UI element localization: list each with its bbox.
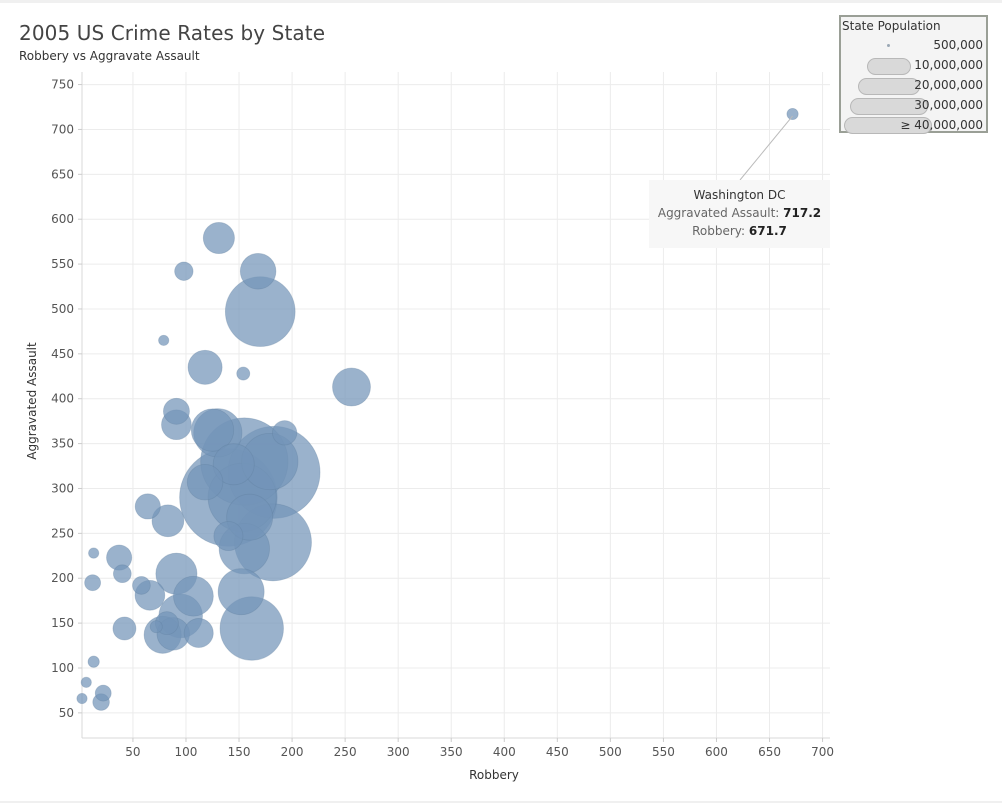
state-bubble	[186, 463, 224, 501]
y-tick-label: 700	[51, 122, 74, 136]
x-tick-label: 450	[546, 745, 569, 759]
x-tick-label: 100	[175, 745, 198, 759]
tooltip-callout	[739, 115, 793, 181]
legend-title: State Population	[842, 19, 941, 33]
state-bubble	[88, 547, 100, 559]
y-tick-label: 400	[51, 392, 74, 406]
tooltip-robbery-value: 671.7	[748, 224, 787, 238]
chart-subtitle: Robbery vs Aggravate Assault	[19, 49, 200, 63]
state-bubble	[272, 420, 298, 446]
x-tick-label: 150	[228, 745, 251, 759]
state-bubble	[183, 618, 214, 648]
state-bubble	[213, 521, 244, 551]
state-bubble	[94, 684, 112, 702]
state-bubble	[174, 261, 194, 281]
y-tick-label: 500	[51, 302, 74, 316]
state-bubble	[84, 574, 101, 592]
x-tick-label: 200	[281, 745, 304, 759]
state-bubble	[134, 493, 161, 520]
x-tick-label: 400	[493, 745, 516, 759]
legend-symbol-40m	[844, 117, 932, 134]
legend-label-30m: 30,000,000	[914, 98, 983, 112]
state-bubble	[151, 504, 185, 538]
x-tick-label: 600	[705, 745, 728, 759]
x-tick-label: 350	[440, 745, 463, 759]
y-tick-label: 550	[51, 257, 74, 271]
legend-symbol-10m	[867, 58, 911, 75]
legend-label-500k: 500,000	[933, 38, 983, 52]
state-bubble	[190, 408, 235, 452]
state-bubble	[212, 443, 255, 486]
tooltip-assault-value: 717.2	[783, 206, 822, 220]
state-bubble	[87, 655, 100, 668]
state-bubble	[113, 564, 132, 584]
bottom-border	[0, 801, 1002, 803]
state-bubble	[149, 620, 163, 634]
x-tick-label: 250	[334, 745, 357, 759]
state-bubble	[163, 397, 190, 425]
state-bubble	[76, 692, 88, 705]
bubble-washington-dc	[786, 107, 799, 121]
y-tick-label: 50	[59, 706, 74, 720]
state-bubble	[80, 676, 92, 688]
state-bubble	[132, 576, 151, 595]
bubbles	[76, 107, 799, 711]
x-tick-label: 300	[387, 745, 410, 759]
state-bubble	[173, 575, 214, 617]
legend-symbol-20m	[858, 78, 920, 95]
chart-title: 2005 US Crime Rates by State	[19, 21, 326, 45]
legend-label-20m: 20,000,000	[914, 78, 983, 92]
x-tick-label: 700	[811, 745, 834, 759]
legend-symbol-500k	[887, 44, 890, 47]
y-tick-label: 650	[51, 167, 74, 181]
top-border	[0, 0, 1002, 3]
y-tick-label: 300	[51, 481, 74, 495]
y-tick-label: 200	[51, 571, 74, 585]
x-tick-label: 50	[125, 745, 140, 759]
tooltip: Washington DC Aggravated Assault: 717.2 …	[649, 180, 830, 248]
legend-label-10m: 10,000,000	[914, 58, 983, 72]
x-axis-title: Robbery	[469, 768, 519, 782]
tooltip-leader-line	[739, 115, 793, 181]
state-bubble	[187, 349, 223, 385]
axes: 50 100 150 200 250 300 350 400 450 500 550 600 650 70…	[25, 72, 834, 782]
tooltip-robbery-row: Robbery: 671.7	[649, 224, 830, 238]
y-tick-label: 250	[51, 526, 74, 540]
x-tick-label: 500	[599, 745, 622, 759]
state-bubble	[158, 334, 170, 346]
y-tick-label: 600	[51, 212, 74, 226]
legend-symbol-30m	[850, 98, 928, 115]
state-bubble	[239, 253, 277, 290]
state-bubble	[236, 366, 251, 381]
state-bubble	[112, 616, 137, 641]
state-bubble	[217, 568, 265, 616]
size-legend[interactable]: State Population 500,000 10,000,000 20,0…	[839, 15, 988, 134]
x-tick-label: 550	[652, 745, 675, 759]
y-tick-label: 450	[51, 347, 74, 361]
y-tick-label: 150	[51, 616, 74, 630]
tooltip-robbery-label: Robbery:	[692, 224, 746, 238]
state-bubble	[202, 222, 235, 255]
tooltip-assault-label: Aggravated Assault:	[657, 206, 780, 220]
y-axis-title: Aggravated Assault	[25, 342, 39, 460]
y-tick-label: 750	[51, 78, 74, 92]
tooltip-assault-row: Aggravated Assault: 717.2	[649, 206, 830, 220]
legend-label-40m: ≥ 40,000,000	[900, 118, 983, 132]
tooltip-state: Washington DC	[693, 188, 786, 202]
y-tick-label: 100	[51, 661, 74, 675]
y-tick-label: 350	[51, 437, 74, 451]
x-tick-label: 650	[758, 745, 781, 759]
state-bubble	[332, 367, 371, 407]
